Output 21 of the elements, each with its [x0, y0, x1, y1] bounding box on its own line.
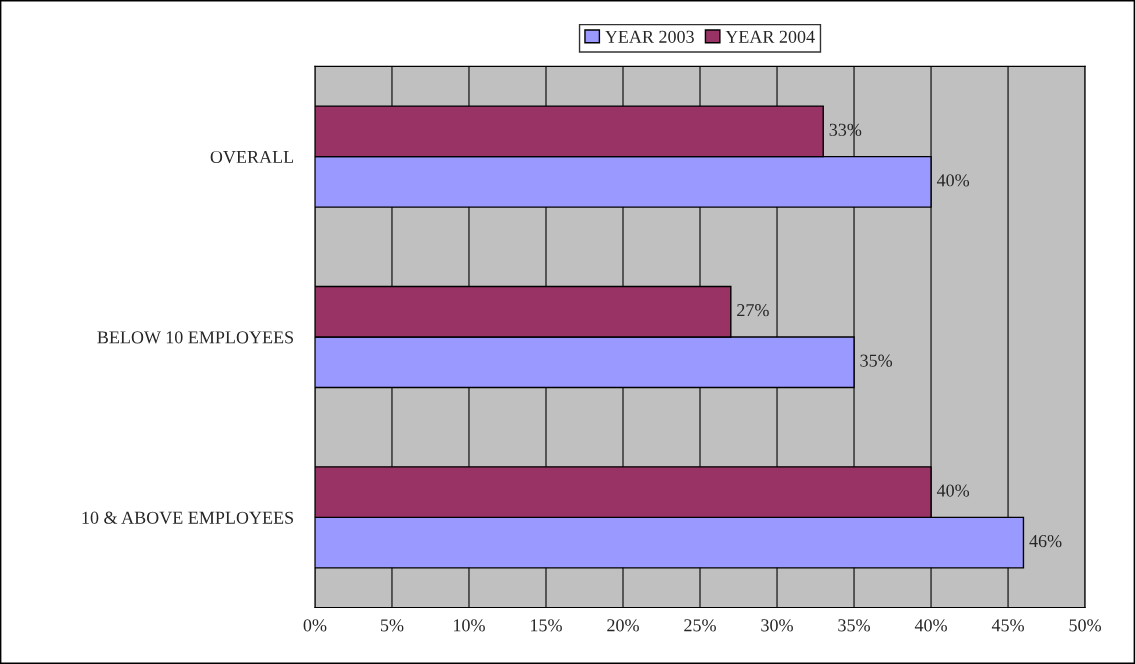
- data-label: 35%: [860, 354, 893, 367]
- legend-label: YEAR 2004: [725, 30, 815, 43]
- x-tick-label: 0%: [303, 619, 327, 632]
- x-tick-label: 35%: [838, 619, 870, 632]
- x-tick-label: 5%: [380, 619, 404, 632]
- y-tick-label: OVERALL: [210, 150, 294, 164]
- x-tick-label: 40%: [914, 619, 947, 632]
- data-label: 46%: [1029, 534, 1062, 548]
- data-label: 40%: [936, 174, 970, 187]
- x-tick-label: 10%: [454, 619, 485, 632]
- y-tick-label: 10 & ABOVE EMPLOYEES: [82, 511, 294, 524]
- x-tick-label: 50%: [1069, 619, 1101, 632]
- x-tick-label: 15%: [531, 619, 562, 632]
- legend-label: YEAR 2003: [605, 30, 694, 43]
- y-tick-label: BELOW 10 EMPLOYEES: [97, 331, 294, 344]
- x-tick-label: 20%: [607, 619, 639, 632]
- data-label: 40%: [936, 484, 970, 497]
- x-tick-label: 45%: [991, 619, 1024, 632]
- x-tick-label: 25%: [684, 619, 716, 632]
- data-label: 27%: [737, 304, 769, 317]
- x-tick-label: 30%: [761, 619, 793, 632]
